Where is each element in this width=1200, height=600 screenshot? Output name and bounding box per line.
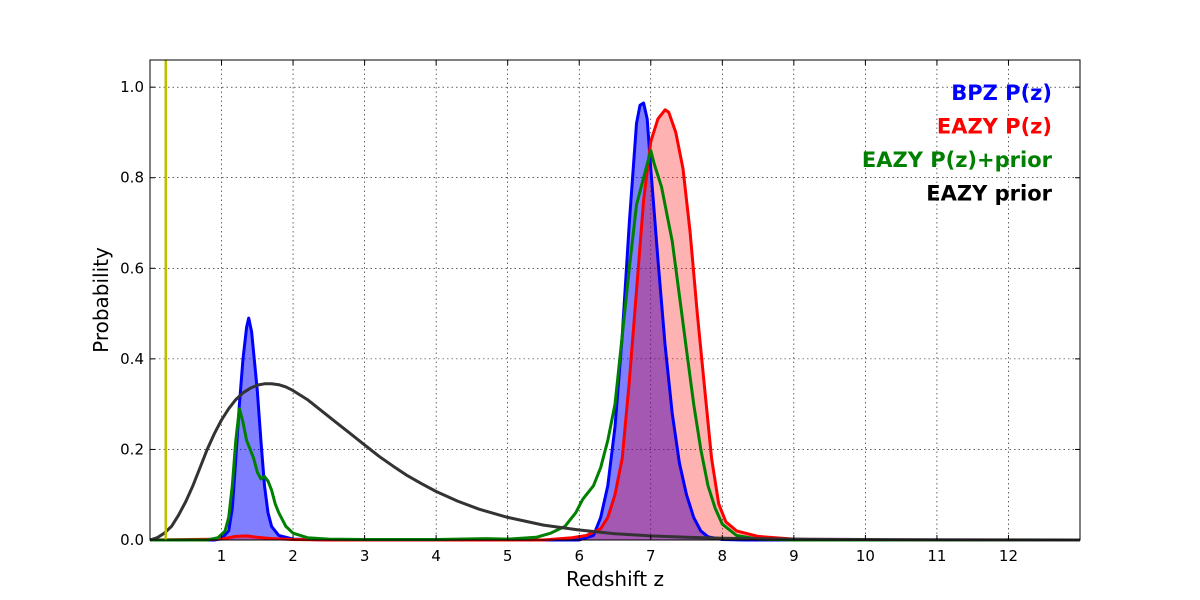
x-axis-label: Redshift z	[566, 567, 664, 591]
y-tick-label: 0.6	[120, 259, 144, 277]
x-tick-label: 8	[718, 547, 728, 565]
series-fill-bpz-p-z	[150, 103, 1080, 540]
y-tick-label: 0.4	[120, 350, 144, 368]
series-line-eazy-prior	[149, 382, 1081, 542]
x-tick-label: 9	[789, 547, 799, 565]
x-tick-label: 10	[856, 547, 875, 565]
y-tick-label: 1.0	[120, 78, 144, 96]
x-tick-label: 6	[574, 547, 584, 565]
y-tick-label: 0.2	[120, 440, 144, 458]
series-line-eazy-p-z	[149, 108, 1080, 542]
legend-entry: BPZ P(z)	[951, 81, 1052, 105]
y-axis-label: Probability	[89, 247, 113, 353]
y-tick-label: 0.8	[120, 169, 144, 187]
x-tick-label: 3	[360, 547, 370, 565]
x-tick-label: 1	[217, 547, 227, 565]
legend-entry: EAZY P(z)+prior	[862, 148, 1053, 172]
x-tick-label: 2	[288, 547, 298, 565]
x-axis-ticks: 1 2 3 4 5 6 7 8 9 10 11 12	[217, 60, 1018, 565]
x-tick-label: 4	[431, 547, 441, 565]
x-tick-label: 7	[646, 547, 656, 565]
legend: BPZ P(z) EAZY P(z) EAZY P(z)+prior EAZY pri…	[862, 81, 1053, 206]
legend-entry: EAZY prior	[926, 182, 1052, 206]
x-tick-label: 5	[503, 547, 513, 565]
y-axis-ticks: 0.0 0.2 0.4 0.6 0.8 1.0	[120, 78, 1080, 549]
series-lines	[149, 101, 1081, 542]
legend-entry: EAZY P(z)	[937, 115, 1052, 139]
series-line-eazy-p-z-prior	[150, 149, 1080, 542]
x-tick-label: 11	[927, 547, 946, 565]
x-tick-label: 12	[999, 547, 1018, 565]
series-line-bpz-p-z	[150, 101, 1080, 542]
plot-frame	[149, 59, 1081, 541]
y-tick-label: 0.0	[120, 531, 144, 549]
series-fills	[150, 103, 1080, 541]
